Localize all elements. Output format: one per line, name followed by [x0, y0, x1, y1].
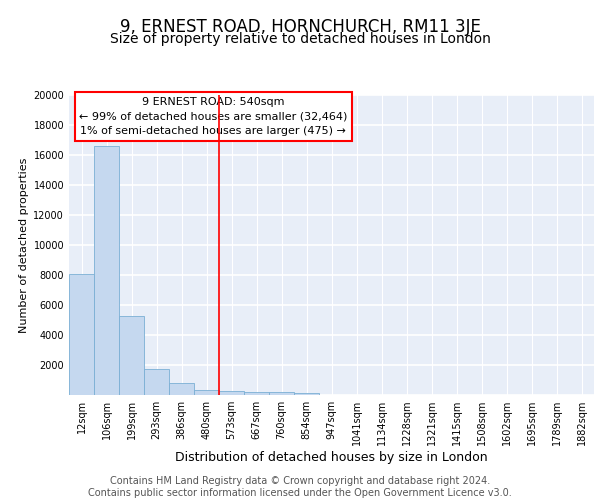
- Bar: [244, 392, 269, 395]
- Bar: [194, 390, 219, 395]
- Bar: [169, 383, 194, 395]
- Bar: [69, 274, 94, 395]
- Text: 9 ERNEST ROAD: 540sqm
← 99% of detached houses are smaller (32,464)
1% of semi-d: 9 ERNEST ROAD: 540sqm ← 99% of detached …: [79, 96, 347, 136]
- Text: 9, ERNEST ROAD, HORNCHURCH, RM11 3JE: 9, ERNEST ROAD, HORNCHURCH, RM11 3JE: [119, 18, 481, 36]
- Bar: [219, 391, 244, 395]
- Bar: [269, 392, 294, 395]
- Y-axis label: Number of detached properties: Number of detached properties: [19, 158, 29, 332]
- X-axis label: Distribution of detached houses by size in London: Distribution of detached houses by size …: [175, 451, 488, 464]
- Text: Size of property relative to detached houses in London: Size of property relative to detached ho…: [110, 32, 490, 46]
- Bar: [294, 393, 319, 395]
- Bar: [94, 146, 119, 395]
- Bar: [144, 369, 169, 395]
- Bar: [119, 316, 144, 395]
- Text: Contains HM Land Registry data © Crown copyright and database right 2024.
Contai: Contains HM Land Registry data © Crown c…: [88, 476, 512, 498]
